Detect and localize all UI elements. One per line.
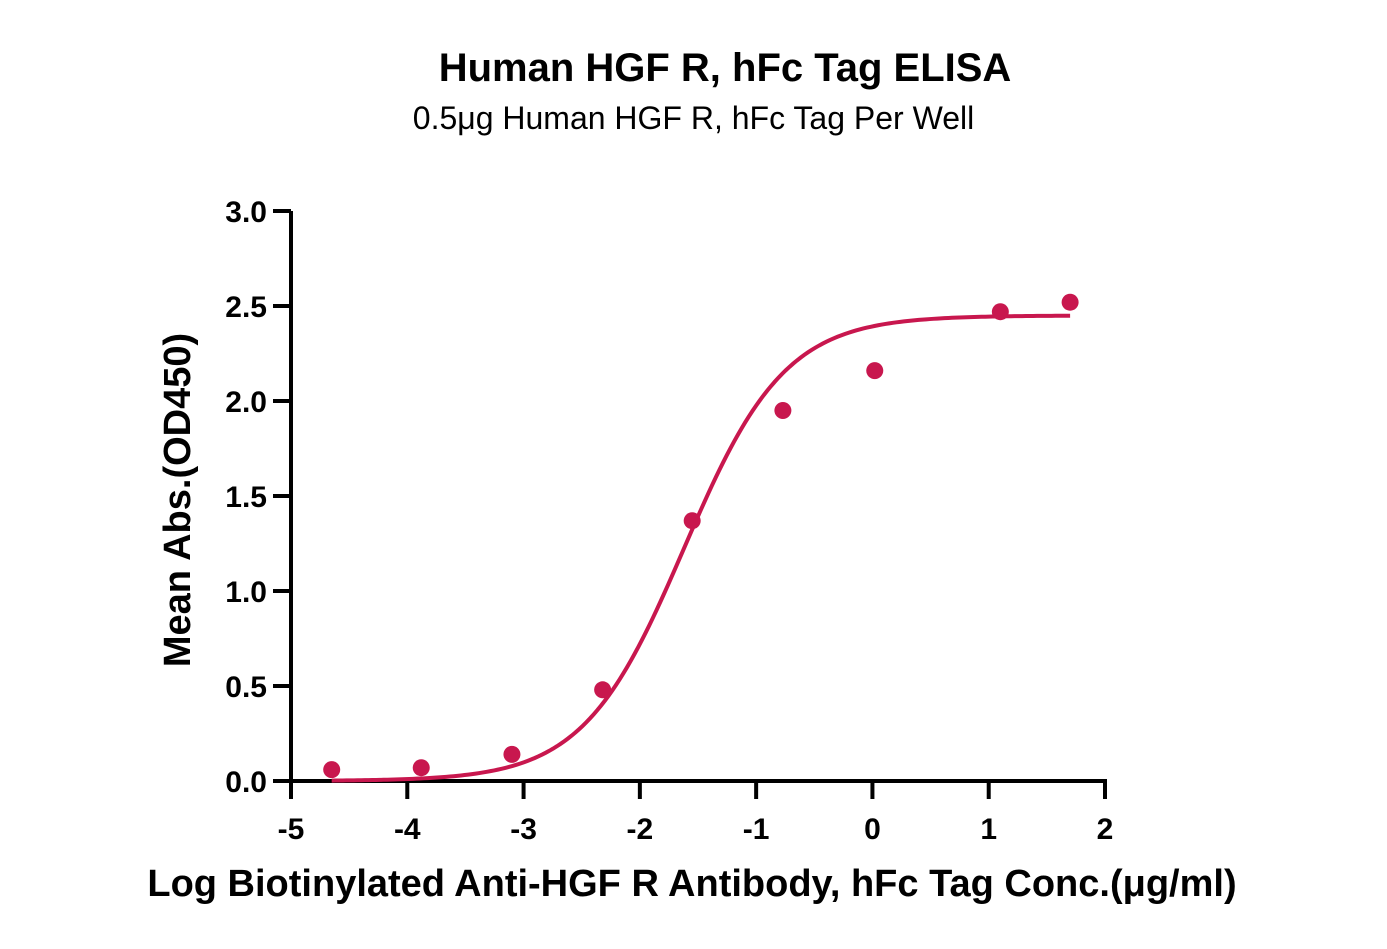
y-tick-label: 1.0 (225, 576, 267, 609)
x-tick-label: 1 (980, 813, 997, 846)
data-point (866, 362, 884, 380)
x-tick-label: -5 (278, 813, 305, 846)
y-tick-label: 3.0 (225, 196, 267, 229)
y-tick-label: 2.0 (225, 386, 267, 419)
y-tick-label: 0.0 (225, 766, 267, 799)
data-point (412, 759, 430, 777)
x-tick-label: 0 (864, 813, 881, 846)
data-point (1061, 293, 1079, 311)
x-tick-label: -3 (510, 813, 537, 846)
x-axis-title: Log Biotinylated Anti-HGF R Antibody, hF… (147, 863, 1236, 905)
data-point (594, 681, 612, 699)
data-point (683, 512, 701, 530)
y-axis-title: Mean Abs.(OD450) (157, 333, 199, 667)
y-tick-label: 2.5 (225, 291, 267, 324)
chart-title: Human HGF R, hFc Tag ELISA (438, 46, 1012, 90)
axes: 0.0 0.5 1.0 1.5 2.0 2.5 3.0 -5 -4 -3 -2 -1 0 1 2 (225, 196, 1113, 846)
fit-curve-layer (331, 313, 1071, 783)
x-tick-label: -2 (627, 813, 654, 846)
y-tick-label: 0.5 (225, 671, 267, 704)
data-point (774, 402, 792, 419)
y-tick-label: 1.5 (225, 481, 267, 514)
x-tick-label: -4 (394, 813, 421, 846)
data-point (323, 761, 341, 779)
x-tick-label: 2 (1097, 813, 1114, 846)
data-point (991, 303, 1009, 321)
x-tick-label: -1 (743, 813, 770, 846)
chart-subtitle: 0.5μg Human HGF R, hFc Tag Per Well (412, 100, 975, 136)
fit-curve (331, 313, 1071, 783)
data-points-layer (323, 293, 1079, 779)
data-point (503, 745, 521, 763)
